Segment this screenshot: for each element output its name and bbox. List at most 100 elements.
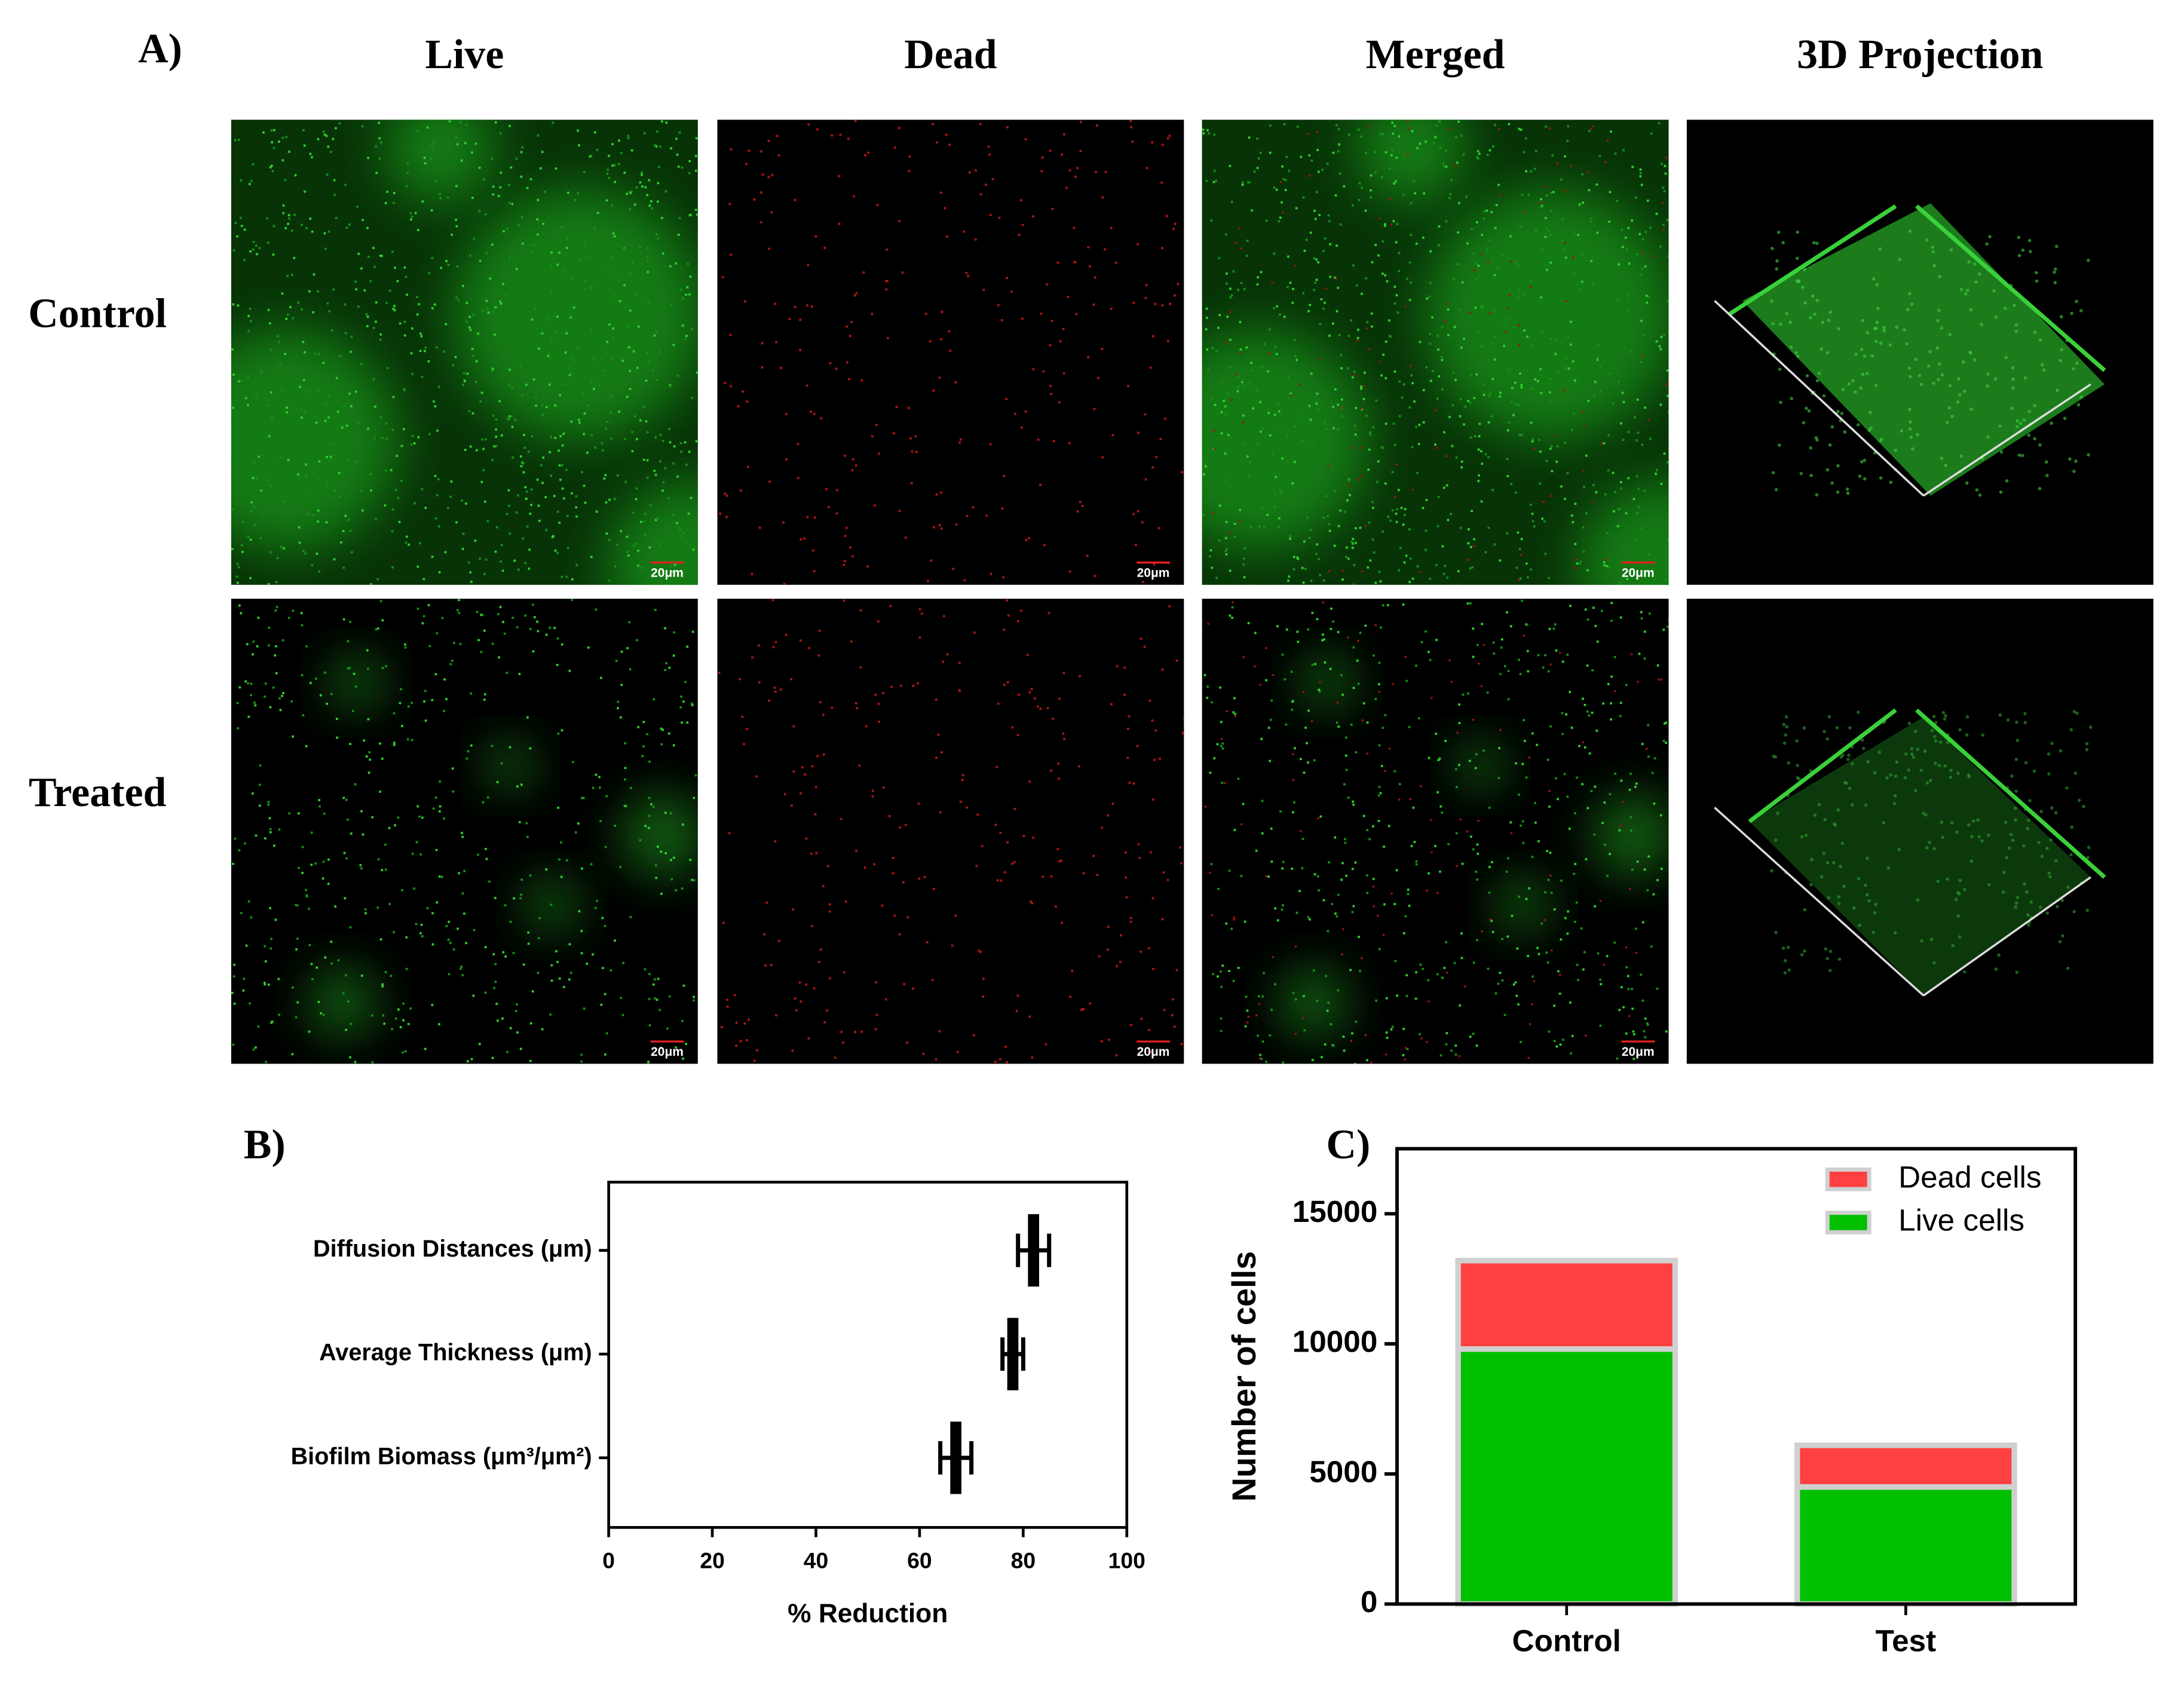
micro-dot [267, 241, 269, 244]
micro-dot [999, 832, 1002, 834]
micro-dot [284, 353, 287, 356]
micro-dot [629, 309, 632, 312]
micro-dot [1517, 404, 1520, 406]
micro-dot [1488, 239, 1491, 241]
micro-dot [2026, 818, 2030, 822]
micro-dot [655, 877, 658, 880]
micro-dot [1311, 611, 1314, 614]
micro-dot [1608, 566, 1611, 569]
micro-dot [357, 305, 360, 308]
micro-dot [1817, 802, 1821, 807]
micro-dot [1352, 803, 1355, 806]
micro-dot [1935, 318, 1940, 323]
micro-dot [238, 604, 241, 607]
micro-dot [1207, 369, 1210, 372]
micro-dot [1559, 973, 1561, 976]
micro-dot [1508, 367, 1511, 370]
micro-dot [768, 247, 770, 250]
micro-dot [666, 1027, 669, 1030]
micro-dot [1867, 428, 1871, 433]
micro-dot [269, 166, 272, 168]
micro-dot [285, 136, 288, 138]
micro-dot [506, 1050, 509, 1053]
micro-dot [816, 755, 819, 758]
micro-dot [783, 583, 786, 585]
micro-dot [1603, 442, 1606, 445]
micro-dot [388, 827, 391, 829]
micro-dot [1582, 201, 1584, 204]
micro-dot [461, 835, 464, 838]
micro-dot [1232, 270, 1235, 273]
micro-dot [1271, 452, 1274, 455]
micro-dot [1370, 312, 1373, 315]
micro-dot [512, 952, 515, 954]
micro-dot [1582, 550, 1585, 553]
micro-dot [1224, 405, 1227, 408]
micro-dot [515, 1010, 517, 1012]
micro-dot [381, 757, 384, 760]
micro-dot [1498, 128, 1500, 130]
micro-dot [436, 346, 438, 349]
micro-dot [379, 333, 382, 336]
micro-dot [1315, 553, 1318, 555]
micro-dot [1382, 530, 1384, 533]
micro-dot [792, 908, 794, 911]
micro-dot [1209, 549, 1212, 552]
column-header: 3D Projection [1797, 32, 2043, 78]
micro-dot [1237, 386, 1240, 388]
micro-dot [1296, 630, 1299, 633]
micro-dot [1289, 281, 1292, 284]
micro-dot [1338, 172, 1341, 175]
micro-dot [955, 523, 958, 526]
micro-dot [1317, 170, 1320, 173]
micro-dot [246, 643, 249, 646]
micro-dot [534, 616, 536, 618]
micro-dot [1372, 426, 1375, 428]
micro-dot [601, 967, 604, 969]
micro-dot [1403, 514, 1406, 516]
micro-dot [1539, 450, 1542, 453]
micro-dot [400, 479, 403, 482]
micro-dot [1658, 345, 1661, 348]
micro-dot [1506, 935, 1509, 938]
micro-dot [1353, 374, 1355, 376]
micro-dot [244, 397, 247, 400]
micro-dot [2015, 896, 2020, 899]
micro-dot [673, 445, 676, 448]
micro-dot [1439, 146, 1442, 149]
micro-dot [1536, 946, 1539, 949]
micro-dot [1646, 747, 1648, 750]
micro-dot [2082, 804, 2085, 808]
micro-dot [2054, 859, 2058, 863]
micro-dot [1469, 546, 1472, 549]
micro-dot [255, 244, 258, 247]
micro-dot [627, 554, 630, 557]
micro-dot [665, 662, 667, 664]
micro-dot [1296, 125, 1299, 128]
micro-dot [384, 202, 387, 204]
micro-dot [1347, 479, 1350, 482]
micro-dot [1667, 461, 1669, 464]
micro-dot [1265, 219, 1268, 222]
micro-dot [1951, 943, 1955, 948]
micro-dot [1497, 183, 1500, 186]
micro-dot [252, 641, 255, 643]
micro-dot [1665, 742, 1667, 745]
micro-dot [1839, 755, 1843, 759]
micro-dot [460, 965, 462, 968]
micro-dot [373, 437, 376, 440]
micro-dot [1062, 732, 1065, 735]
micro-dot [927, 580, 929, 583]
micro-dot [1309, 528, 1312, 531]
micro-dot [730, 385, 732, 388]
micro-dot [1294, 425, 1296, 428]
micro-dot [946, 653, 949, 656]
micro-dot [1787, 761, 1790, 765]
micro-dot [1152, 335, 1154, 338]
micro-dot [1339, 406, 1341, 409]
micro-dot [461, 284, 464, 287]
micro-dot [823, 247, 826, 249]
micro-dot [1525, 170, 1527, 173]
micro-dot [453, 642, 455, 644]
micro-dot [1378, 948, 1381, 951]
